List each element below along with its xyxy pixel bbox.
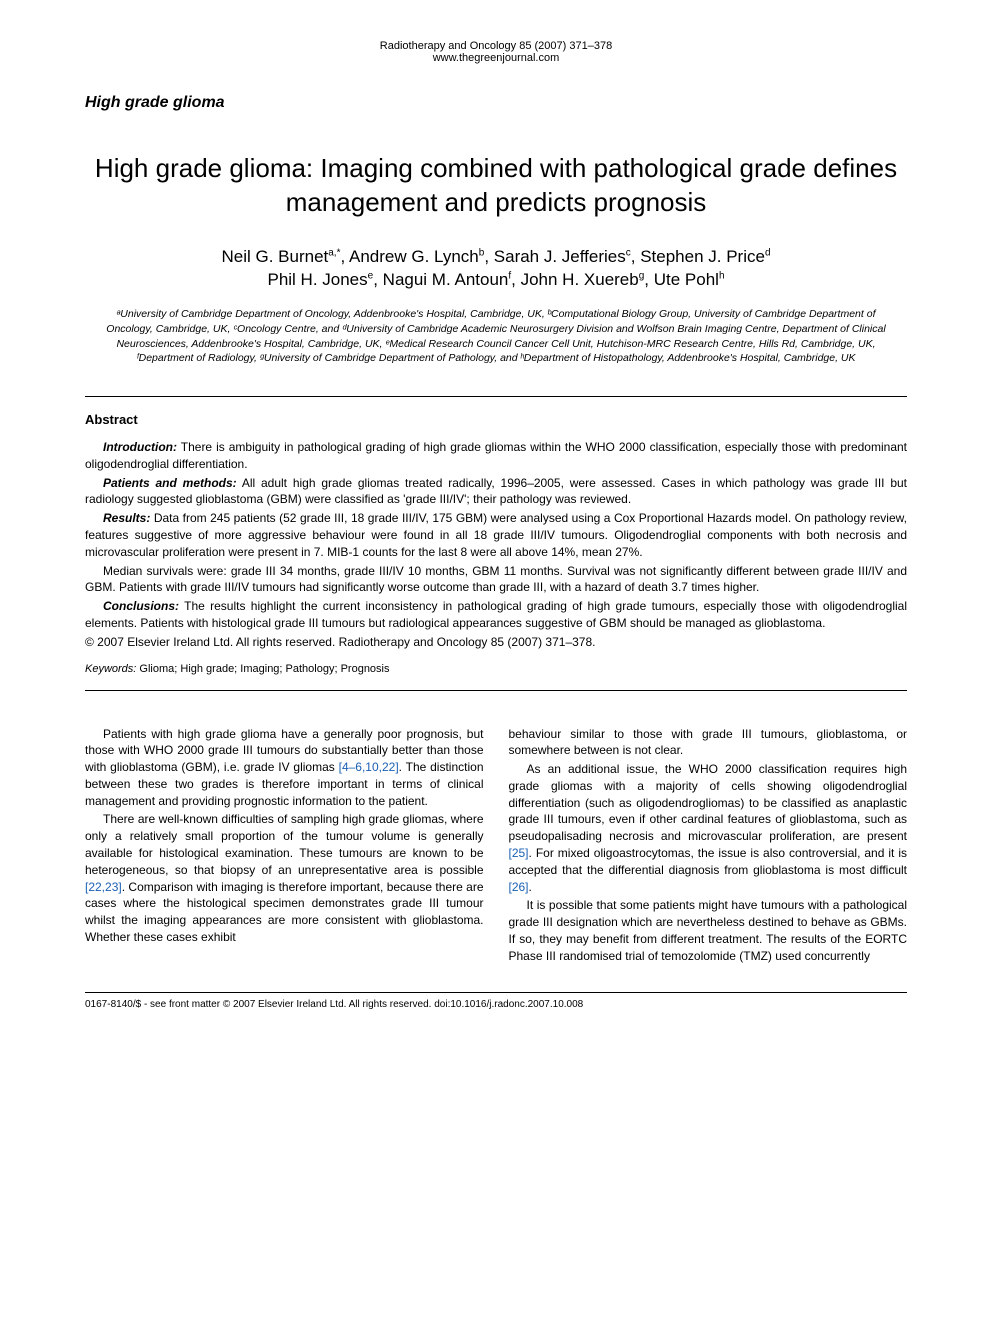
- author-list: Neil G. Burneta,*, Andrew G. Lynchb, Sar…: [85, 245, 907, 293]
- abstract-intro-text: There is ambiguity in pathological gradi…: [85, 440, 907, 471]
- abstract-results-text-2: Median survivals were: grade III 34 mont…: [85, 564, 907, 595]
- divider: [85, 396, 907, 397]
- divider: [85, 690, 907, 691]
- keywords: Keywords: Glioma; High grade; Imaging; P…: [85, 663, 907, 675]
- author-name: Phil H. Jones: [267, 270, 367, 289]
- author-affil-marker: h: [719, 271, 725, 282]
- author-name: , Andrew G. Lynch: [340, 247, 478, 266]
- abstract-intro-label: Introduction:: [103, 440, 177, 454]
- body-paragraph: . Comparison with imaging is therefore i…: [85, 880, 484, 944]
- author-name: , John H. Xuereb: [511, 270, 639, 289]
- body-paragraph: behaviour similar to those with grade II…: [509, 726, 908, 760]
- article-title: High grade glioma: Imaging combined with…: [85, 152, 907, 220]
- abstract-methods-label: Patients and methods:: [103, 476, 237, 490]
- journal-header: Radiotherapy and Oncology 85 (2007) 371–…: [85, 40, 907, 64]
- author-name: Neil G. Burnet: [221, 247, 328, 266]
- author-name: , Ute Pohl: [644, 270, 719, 289]
- keywords-text: Glioma; High grade; Imaging; Pathology; …: [136, 663, 389, 675]
- citation-link[interactable]: [25]: [509, 846, 529, 860]
- keywords-label: Keywords:: [85, 663, 136, 675]
- body-paragraph: It is possible that some patients might …: [509, 897, 908, 964]
- abstract-heading: Abstract: [85, 412, 907, 427]
- author-affil-marker: d: [765, 247, 771, 258]
- footer-text: 0167-8140/$ - see front matter © 2007 El…: [85, 999, 907, 1010]
- body-paragraph: . For mixed oligoastrocytomas, the issue…: [509, 846, 908, 877]
- body-text: Patients with high grade glioma have a g…: [85, 726, 907, 967]
- journal-url: www.thegreenjournal.com: [85, 52, 907, 64]
- author-name: , Nagui M. Antoun: [373, 270, 508, 289]
- body-paragraph: .: [529, 880, 532, 894]
- affiliations: ᵃUniversity of Cambridge Department of O…: [85, 307, 907, 366]
- author-name: , Stephen J. Price: [631, 247, 765, 266]
- abstract-copyright: © 2007 Elsevier Ireland Ltd. All rights …: [85, 634, 907, 651]
- author-affil-marker: a,*: [328, 247, 340, 258]
- body-paragraph: As an additional issue, the WHO 2000 cla…: [509, 762, 908, 843]
- abstract-conclusions-text: The results highlight the current incons…: [85, 599, 907, 630]
- body-column-right: behaviour similar to those with grade II…: [509, 726, 908, 967]
- journal-citation: Radiotherapy and Oncology 85 (2007) 371–…: [85, 40, 907, 52]
- footer-divider: [85, 992, 907, 993]
- citation-link[interactable]: [26]: [509, 880, 529, 894]
- abstract-body: Introduction: There is ambiguity in path…: [85, 439, 907, 651]
- abstract-results-text: Data from 245 patients (52 grade III, 18…: [85, 511, 907, 559]
- citation-link[interactable]: [4–6,10,22]: [339, 760, 399, 774]
- author-name: , Sarah J. Jefferies: [484, 247, 625, 266]
- abstract-results-label: Results:: [103, 511, 150, 525]
- abstract-conclusions-label: Conclusions:: [103, 599, 179, 613]
- article-category: High grade glioma: [85, 94, 907, 112]
- body-column-left: Patients with high grade glioma have a g…: [85, 726, 484, 967]
- citation-link[interactable]: [22,23]: [85, 880, 122, 894]
- body-paragraph: There are well-known difficulties of sam…: [85, 812, 484, 876]
